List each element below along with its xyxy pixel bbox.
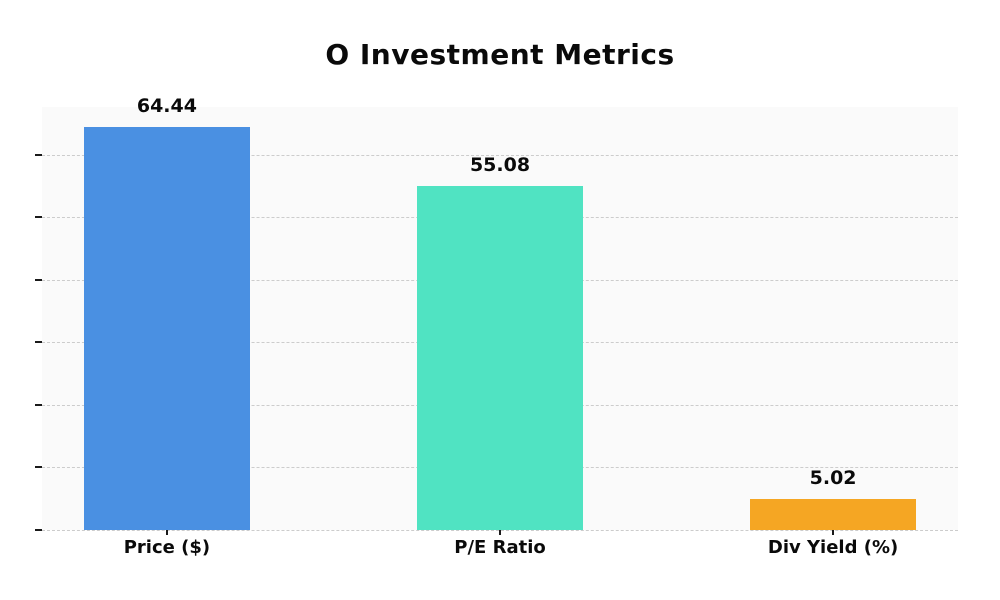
y-axis-tick: [35, 403, 42, 406]
bar-value-label: 5.02: [809, 466, 857, 489]
x-axis-label: P/E Ratio: [454, 537, 546, 558]
y-axis-tick: [35, 466, 42, 469]
plot-area: [42, 107, 958, 531]
y-axis-tick: [35, 153, 42, 156]
x-axis-label: Div Yield (%): [767, 537, 899, 558]
x-axis-tick: [165, 530, 168, 535]
bar-value-label: 55.08: [469, 153, 531, 176]
bar-div-yield: [749, 498, 917, 530]
chart-title: O Investment Metrics: [325, 38, 675, 71]
y-axis-tick: [35, 278, 42, 281]
bar-value-label: 64.44: [136, 95, 197, 118]
bar-price: [83, 127, 251, 530]
gridline-y-60: [42, 154, 958, 156]
x-axis-label: Price ($): [123, 537, 211, 558]
y-axis-tick: [35, 216, 42, 219]
x-axis-tick: [832, 530, 835, 535]
bar-p-e-ratio: [416, 185, 584, 530]
x-axis-tick: [499, 530, 501, 535]
y-axis-tick: [35, 341, 42, 344]
y-axis-tick: [35, 529, 42, 531]
